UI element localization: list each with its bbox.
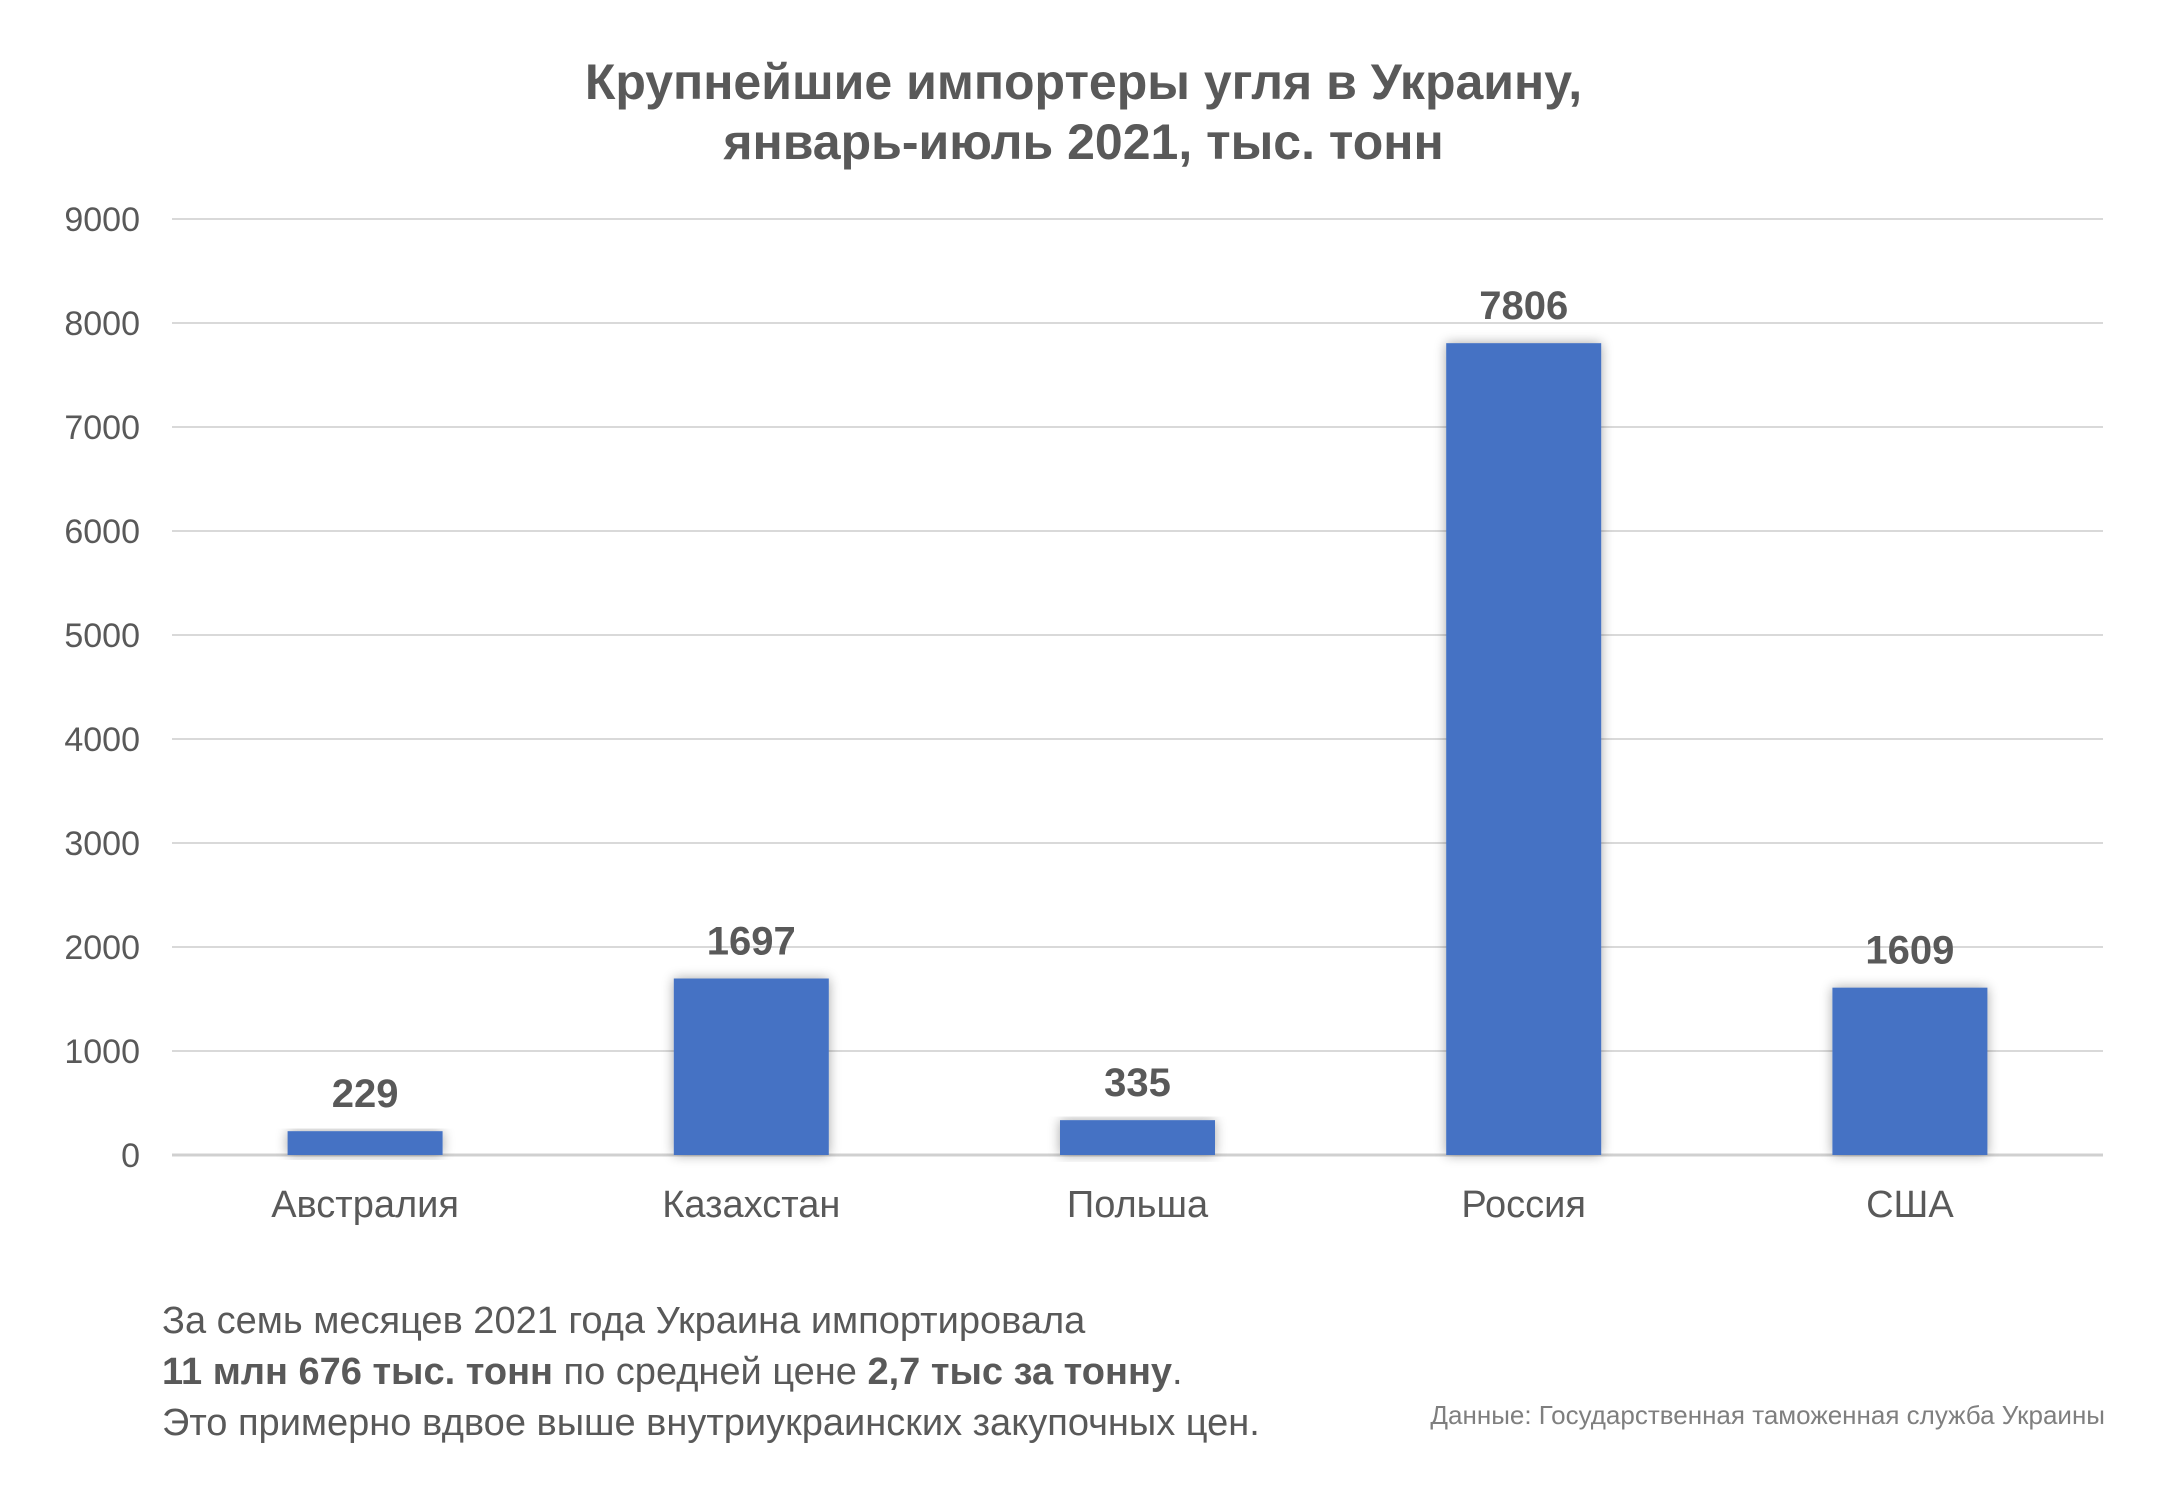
- y-tick-label: 3000: [64, 825, 140, 863]
- bar: [287, 1131, 443, 1155]
- bar: [1446, 343, 1602, 1155]
- y-tick-label: 6000: [64, 513, 140, 551]
- summary-note: За семь месяцев 2021 года Украина импорт…: [162, 1296, 1260, 1449]
- chart-title-line-2: январь-июль 2021, тыс. тонн: [723, 114, 1444, 170]
- bar: [1832, 987, 1988, 1155]
- bar-value-label: 7806: [1479, 284, 1568, 328]
- data-source: Данные: Государственная таможенная служб…: [1430, 1400, 2105, 1430]
- chart-title-line-1: Крупнейшие импортеры угля в Украину,: [584, 54, 1583, 110]
- x-category-label: США: [1866, 1184, 1954, 1226]
- summary-line-2-mid: по средней цене: [552, 1351, 868, 1393]
- summary-line-3: Это примерно вдвое выше внутриукраинских…: [162, 1402, 1260, 1444]
- y-tick-label: 1000: [64, 1033, 140, 1071]
- y-tick-label: 2000: [64, 929, 140, 967]
- bar-value-label: 1609: [1865, 929, 1954, 973]
- y-tick-label: 5000: [64, 617, 140, 655]
- average-price: 2,7 тыс за тонну: [867, 1351, 1173, 1393]
- y-tick-label: 9000: [64, 201, 140, 239]
- x-category-label: Австралия: [271, 1184, 459, 1226]
- bars: [287, 343, 1988, 1155]
- summary-line-2: 11 млн 676 тыс. тонн по средней цене 2,7…: [162, 1347, 1260, 1398]
- bar-value-label: 1697: [707, 920, 796, 964]
- summary-line-2-end: .: [1172, 1351, 1183, 1393]
- x-axis-categories: Австралия Казахстан Польша Россия США: [271, 1184, 1954, 1226]
- total-volume: 11 млн 676 тыс. тонн: [162, 1351, 553, 1393]
- bar-value-label: 335: [1104, 1061, 1171, 1105]
- bar: [1060, 1120, 1215, 1155]
- gridlines: [172, 218, 2103, 1157]
- y-tick-label: 4000: [64, 721, 140, 759]
- x-category-label: Россия: [1461, 1184, 1586, 1226]
- data-labels: 229 1697 335 7806 1609: [332, 284, 1955, 1116]
- y-tick-label: 0: [121, 1137, 140, 1175]
- bar-value-label: 229: [332, 1072, 399, 1116]
- summary-line-1: За семь месяцев 2021 года Украина импорт…: [162, 1300, 1086, 1342]
- x-category-label: Казахстан: [662, 1184, 840, 1226]
- bar: [673, 978, 829, 1155]
- y-tick-label: 7000: [64, 409, 140, 447]
- x-category-label: Польша: [1067, 1184, 1209, 1226]
- y-axis-ticks: 0 1000 2000 3000 4000 5000 6000 7000 8000 9000: [64, 201, 140, 1175]
- y-tick-label: 8000: [64, 305, 140, 343]
